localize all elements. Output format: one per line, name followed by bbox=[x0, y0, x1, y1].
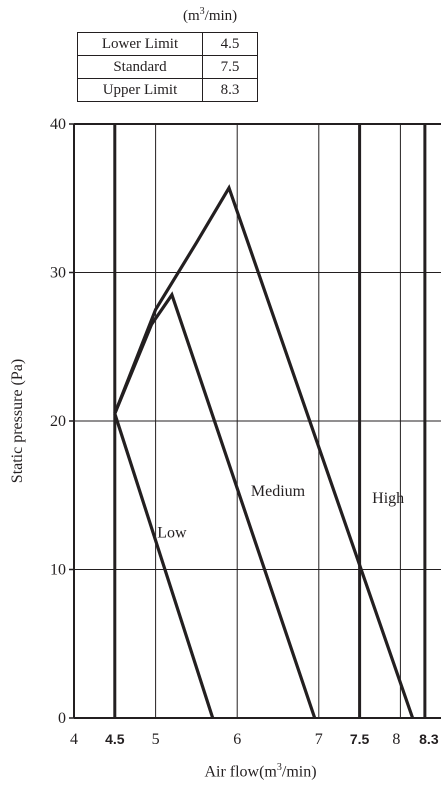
curve-label-medium: Medium bbox=[251, 483, 306, 500]
x-tick-label: 8 bbox=[392, 731, 400, 748]
x-tick-label: 4.5 bbox=[105, 731, 125, 747]
y-tick-label: 40 bbox=[50, 116, 66, 133]
x-tick-label: 6 bbox=[233, 731, 241, 748]
x-tick-label: 8.3 bbox=[419, 731, 439, 747]
y-tick-label: 30 bbox=[50, 265, 66, 282]
limit-value-upper: 8.3 bbox=[202, 78, 258, 102]
fan-performance-chart: 0 10 20 30 40 4 4.5 5 6 7 7.5 8 8.3 Low Medium High Stat… bbox=[9, 116, 441, 748]
x-tick-label: 7.5 bbox=[350, 731, 370, 747]
limit-value-lower: 4.5 bbox=[202, 32, 258, 56]
x-tick-label: 4 bbox=[70, 731, 78, 748]
y-tick-label: 0 bbox=[58, 710, 66, 727]
curve-label-high: High bbox=[372, 490, 404, 507]
x-tick-label: 5 bbox=[152, 731, 160, 748]
x-tick-label: 7 bbox=[315, 731, 323, 748]
series-line-low bbox=[113, 413, 215, 719]
y-axis-label: Static pressure (Pa) bbox=[9, 359, 26, 483]
y-tick-label: 20 bbox=[50, 413, 66, 430]
limit-label-upper: Upper Limit bbox=[77, 78, 203, 102]
curve-label-low: Low bbox=[157, 524, 187, 541]
table-row: Upper Limit 8.3 bbox=[77, 78, 258, 102]
limit-value-standard: 7.5 bbox=[202, 55, 258, 79]
x-axis-label: Air flow(m3/min) bbox=[204, 762, 317, 781]
table-row: Lower Limit 4.5 bbox=[77, 32, 258, 56]
y-tick-label: 10 bbox=[50, 562, 66, 579]
series-line-high bbox=[113, 184, 415, 719]
airflow-limits-table: Lower Limit 4.5 Standard 7.5 Upper Limit… bbox=[77, 32, 258, 102]
table-unit-label: (m3/min) bbox=[183, 6, 238, 24]
